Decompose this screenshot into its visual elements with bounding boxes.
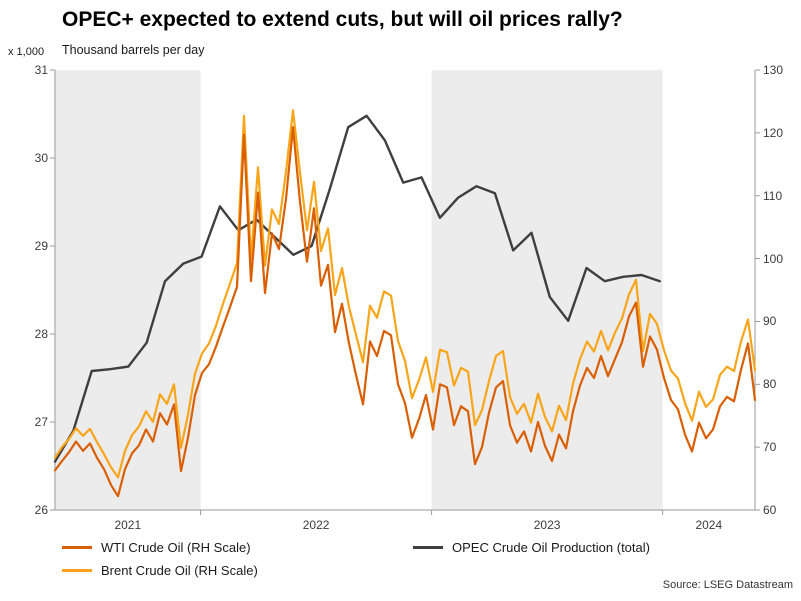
x-axis-year-label: 2022: [302, 518, 330, 532]
wti-line-swatch: [62, 546, 92, 549]
x-axis-year-label: 2021: [114, 518, 142, 532]
source-attribution: Source: LSEG Datastream: [662, 579, 793, 591]
left-axis-tick-label: 31: [34, 63, 48, 77]
brent-line-swatch: [62, 569, 92, 572]
x-axis-year-label: 2024: [695, 518, 723, 532]
x-axis-year-label: 2023: [533, 518, 561, 532]
left-axis-tick-label: 26: [34, 503, 48, 517]
legend-item-wti: WTI Crude Oil (RH Scale): [62, 540, 251, 555]
legend-label-wti: WTI Crude Oil (RH Scale): [101, 540, 251, 555]
left-axis-multiplier-label: x 1,000: [8, 46, 45, 58]
left-axis-tick-label: 27: [34, 415, 48, 429]
left-axis-tick-label: 30: [34, 151, 48, 165]
legend-item-opec: OPEC Crude Oil Production (total): [413, 540, 650, 555]
brent-line: [53, 109, 757, 479]
chart-subtitle: Thousand barrels per day: [62, 43, 205, 57]
right-axis-tick-label: 120: [763, 125, 784, 140]
legend-item-brent: Brent Crude Oil (RH Scale): [62, 563, 258, 578]
right-axis-tick-label: 60: [763, 503, 777, 517]
right-axis-tick-label: 90: [763, 314, 777, 329]
opec-line: [53, 114, 661, 463]
legend-label-brent: Brent Crude Oil (RH Scale): [101, 563, 258, 578]
left-axis-tick-label: 28: [34, 327, 48, 341]
right-axis-tick-label: 100: [763, 251, 784, 266]
right-axis-tick-label: 130: [763, 63, 784, 77]
legend-label-opec: OPEC Crude Oil Production (total): [452, 540, 650, 555]
right-axis-tick-label: 80: [763, 377, 777, 392]
right-axis-tick-label: 110: [763, 188, 783, 203]
left-axis-tick-label: 29: [34, 239, 48, 253]
opec-line-swatch: [413, 546, 443, 549]
wti-line: [53, 126, 757, 498]
right-axis-tick-label: 70: [763, 440, 777, 455]
chart-title: OPEC+ expected to extend cuts, but will …: [62, 8, 623, 31]
